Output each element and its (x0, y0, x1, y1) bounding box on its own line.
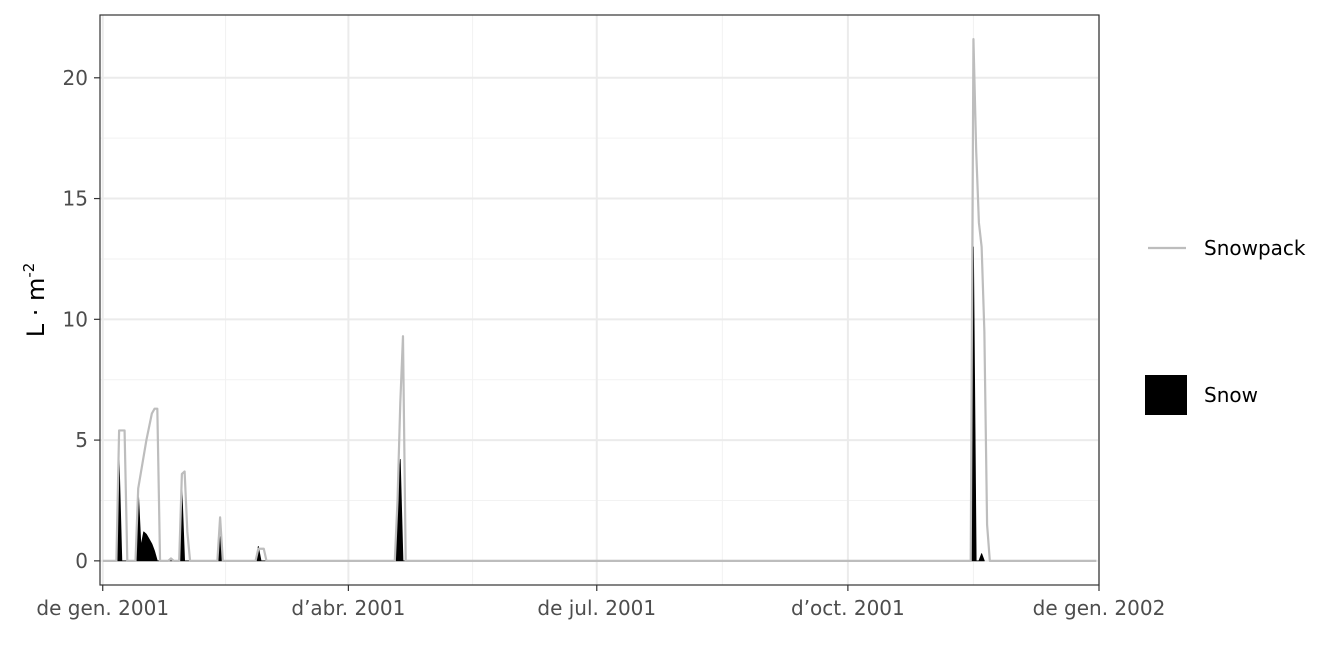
x-tick-label: d’oct. 2001 (791, 596, 905, 620)
panel-background (100, 15, 1099, 585)
legend-item-snow: Snow (1145, 375, 1258, 415)
legend-label-snow: Snow (1204, 383, 1258, 407)
snowpack-series (102, 38, 1097, 562)
x-tick-label: d’abr. 2001 (291, 596, 405, 620)
legend-item-snowpack: Snowpack (1148, 236, 1306, 260)
x-tick-label: de jul. 2001 (537, 596, 656, 620)
y-tick-label: 5 (75, 428, 88, 452)
y-tick-label: 20 (63, 66, 88, 90)
minor-grid (100, 15, 1099, 585)
panel-border (99, 14, 1100, 586)
x-tick-label: de gen. 2001 (36, 596, 169, 620)
legend: Snowpack Snow (1145, 236, 1306, 415)
x-axis: de gen. 2001 d’abr. 2001 de jul. 2001 d’oct… (36, 585, 1165, 620)
y-tick-label: 15 (63, 187, 88, 211)
y-axis-title: L · m-2 (20, 263, 50, 338)
y-axis: 0 5 10 15 20 (63, 66, 100, 573)
y-tick-label: 10 (63, 307, 88, 331)
y-tick-label: 0 (75, 549, 88, 573)
snowpack-line (102, 38, 1097, 562)
y-axis-title-superscript: -2 (20, 263, 38, 278)
legend-key-snow (1145, 375, 1187, 415)
legend-label-snowpack: Snowpack (1204, 236, 1306, 260)
x-tick-label: de gen. 2002 (1033, 596, 1166, 620)
